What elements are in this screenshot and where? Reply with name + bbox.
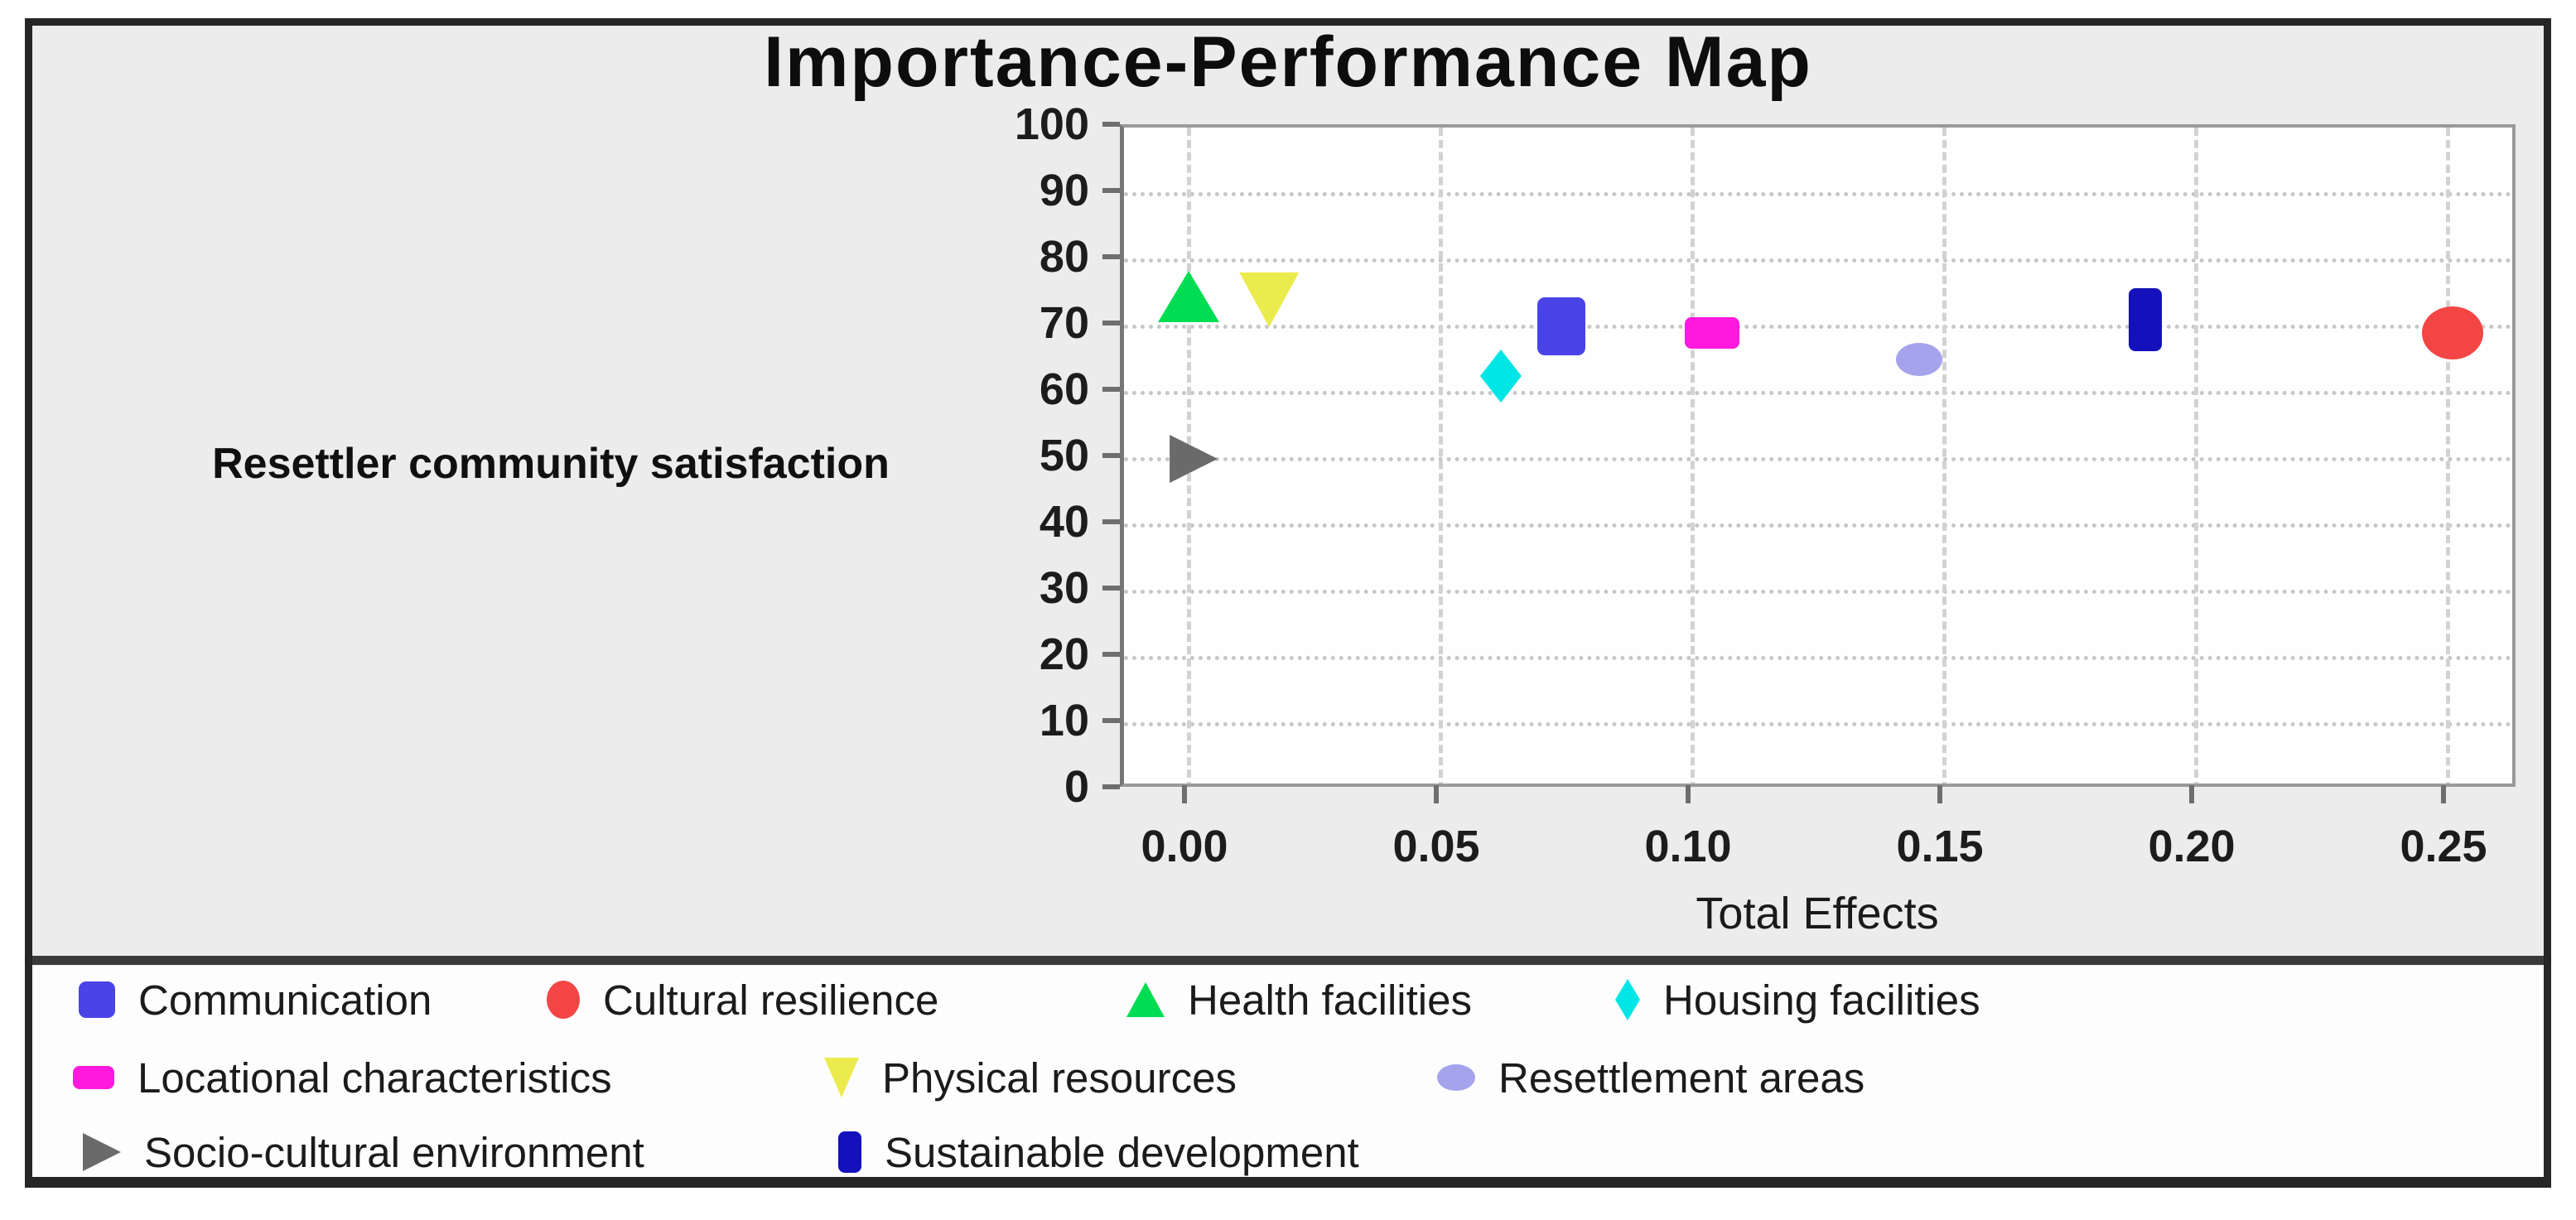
y-tick-mark [1102,321,1120,325]
horizontal-gridline [1124,523,2512,528]
data-point-locational-characteristics [1685,317,1740,349]
y-tick-label: 70 [1039,298,1089,348]
data-point-communication [1536,297,1585,355]
y-tick-label: 0 [1064,762,1089,812]
y-tick-mark [1102,718,1120,723]
legend-panel [32,966,2544,1177]
legend-label: Locational characteristics [137,1054,612,1102]
legend-item-socio-cultural-environment: Socio-cultural environment [83,1128,644,1176]
y-tick-mark [1102,254,1120,259]
chart-title: Importance-Performance Map [764,22,1812,102]
diamond-icon [1615,979,1640,1020]
vertical-gridline [1691,128,1695,784]
x-tick-mark [1686,785,1691,803]
ellipse-icon [1437,1064,1475,1091]
legend-item-sustainable-development: Sustainable development [838,1128,1359,1176]
y-tick-label: 60 [1039,364,1089,414]
horizontal-gridline [1124,391,2512,395]
y-tick-mark [1102,519,1120,524]
y-tick-label: 40 [1039,497,1089,547]
legend-item-physical-resources: Physical resources [824,1054,1237,1102]
vertical-gridline [2446,128,2450,784]
legend-label: Physical resources [882,1054,1237,1102]
y-tick-label: 100 [1014,99,1089,149]
rect-tall-icon [838,1131,861,1173]
legend-item-health-facilities: Health facilities [1126,976,1472,1024]
legend-item-resettlement-areas: Resettlement areas [1437,1054,1864,1102]
horizontal-gridline [1124,457,2512,461]
vertical-gridline [1942,128,1946,784]
data-point-resettlement-areas [1895,343,1942,376]
y-tick-mark [1102,387,1120,392]
x-tick-label: 0.05 [1392,822,1480,871]
legend-label: Resettlement areas [1498,1054,1865,1102]
square-icon [79,981,115,1018]
x-tick-mark [2189,785,2194,803]
vertical-gridline [2194,128,2198,784]
y-tick-mark [1102,784,1120,789]
x-tick-mark [1182,785,1187,803]
legend-item-communication: Communication [79,976,432,1024]
triangle-up-icon [1126,982,1165,1017]
horizontal-gridline [1124,590,2512,594]
y-tick-label: 50 [1039,431,1089,480]
horizontal-gridline [1124,325,2512,329]
x-tick-mark [1937,785,1942,803]
x-tick-label: 0.10 [1644,822,1732,871]
legend-label: Health facilities [1188,976,1472,1024]
legend-label: Communication [138,976,432,1024]
horizontal-gridline [1124,192,2512,196]
data-point-sustainable-development [2129,288,2163,351]
y-tick-label: 10 [1039,696,1089,745]
data-point-health-facilities [1158,271,1219,322]
y-tick-mark [1102,122,1120,127]
chart-legend-divider [32,956,2544,965]
legend-item-housing-facilities: Housing facilities [1615,976,1980,1024]
y-tick-label: 90 [1039,166,1089,215]
y-tick-label: 20 [1039,629,1089,679]
x-tick-label: 0.20 [2148,822,2236,871]
legend-label: Cultural resilience [603,976,939,1024]
circle-icon [547,981,580,1019]
plot-area [1120,124,2516,787]
legend-item-cultural-resilience: Cultural resilience [547,976,938,1024]
data-point-socio-cultural-environment [1170,435,1218,483]
x-tick-label: 0.25 [2400,822,2487,871]
legend-label: Socio-cultural environment [144,1128,644,1176]
y-tick-label: 30 [1039,563,1089,613]
data-point-cultural-resilience [2422,306,2484,359]
horizontal-gridline [1124,258,2512,263]
legend-label: Sustainable development [885,1128,1359,1176]
x-tick-mark [1434,785,1439,803]
legend-label: Housing facilities [1663,976,1980,1024]
y-tick-label: 80 [1039,232,1089,282]
x-tick-label: 0.00 [1141,822,1228,871]
triangle-right-icon [83,1133,121,1171]
y-axis-caption: Resettler community satisfaction [212,440,890,488]
data-point-physical-resources [1239,272,1300,327]
vertical-gridline [1439,128,1443,784]
horizontal-gridline [1124,722,2512,726]
y-tick-mark [1102,188,1120,193]
x-tick-label: 0.15 [1896,822,1984,871]
y-tick-mark [1102,453,1120,458]
triangle-down-icon [824,1058,859,1097]
horizontal-gridline [1124,656,2512,660]
x-axis-label: Total Effects [1696,889,1939,938]
y-tick-mark [1102,586,1120,591]
legend-item-locational-characteristics: Locational characteristics [73,1054,612,1102]
y-tick-mark [1102,652,1120,657]
x-tick-mark [2441,785,2446,803]
rect-flat-icon [73,1066,114,1089]
